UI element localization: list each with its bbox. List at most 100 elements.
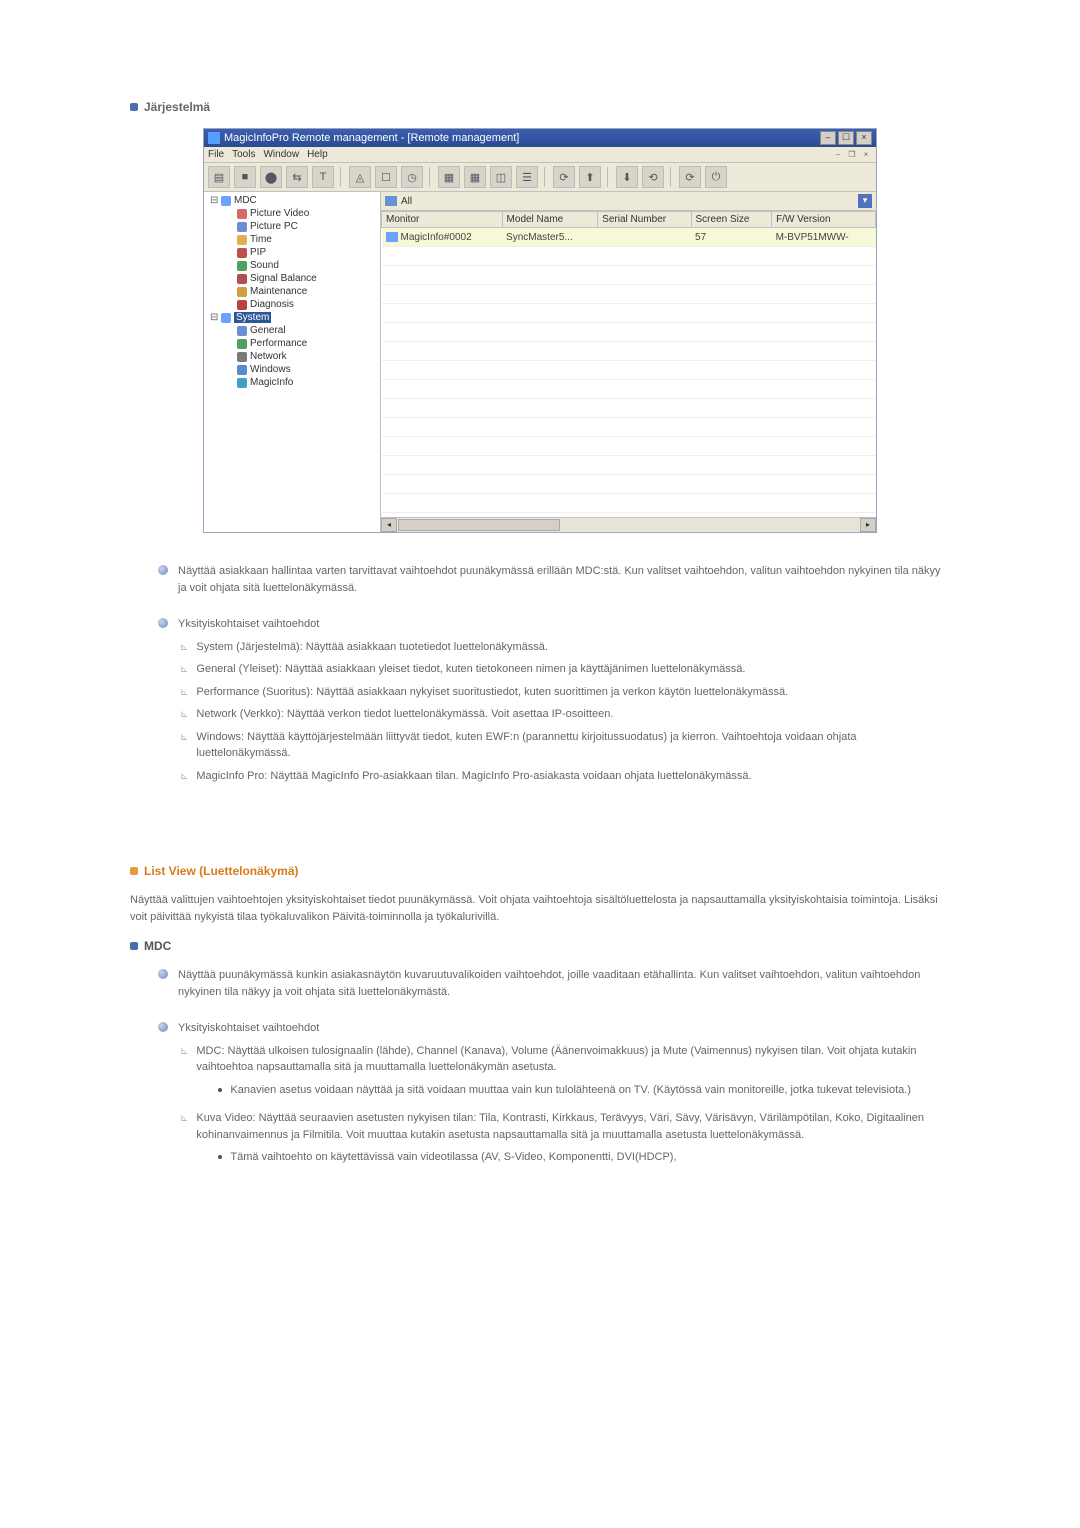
arrow-icon: ⊾ <box>180 769 188 784</box>
monitor-icon <box>221 196 231 206</box>
node-icon <box>237 287 247 297</box>
tab-dropdown-button[interactable]: ▾ <box>858 194 872 208</box>
toolbar-button[interactable]: ▦ <box>438 166 460 188</box>
toolbar-button[interactable]: ⇆ <box>286 166 308 188</box>
section-title: Järjestelmä <box>144 100 210 114</box>
column-header[interactable]: Serial Number <box>598 212 691 228</box>
tree-panel: ⊟ MDC Picture VideoPicture PCTimePIPSoun… <box>204 192 381 532</box>
menu-window[interactable]: Window <box>263 149 299 160</box>
detail-item: MagicInfo Pro: Näyttää MagicInfo Pro-asi… <box>196 768 751 785</box>
system-icon <box>221 313 231 323</box>
maximize-button[interactable]: ☐ <box>838 131 854 145</box>
detail-heading: Yksityiskohtaiset vaihtoehdot <box>178 616 319 633</box>
detail-item: General (Yleiset): Näyttää asiakkaan yle… <box>196 661 745 678</box>
mdc-detail-2: Kuva Video: Näyttää seuraavien asetusten… <box>196 1112 924 1141</box>
menu-file[interactable]: File <box>208 149 224 160</box>
table-row <box>382 361 876 380</box>
table-row <box>382 494 876 513</box>
monitor-icon <box>386 232 398 242</box>
mdc-paragraph: Näyttää puunäkymässä kunkin asiakasnäytö… <box>178 967 950 1000</box>
close-button[interactable]: × <box>856 131 872 145</box>
toolbar-button[interactable]: ⟳ <box>553 166 575 188</box>
table-row <box>382 323 876 342</box>
tree-item[interactable]: Diagnosis <box>224 298 380 311</box>
table-row <box>382 475 876 494</box>
table-row <box>382 304 876 323</box>
scroll-thumb[interactable] <box>398 519 560 531</box>
h-scrollbar[interactable]: ◂ ▸ <box>381 517 876 532</box>
window-title: MagicInfoPro Remote management - [Remote… <box>224 132 519 144</box>
toolbar-button[interactable]: ■ <box>234 166 256 188</box>
toolbar-button[interactable]: ◬ <box>349 166 371 188</box>
tree-item[interactable]: Windows <box>224 363 380 376</box>
arrow-icon: ⊾ <box>180 662 188 677</box>
node-icon <box>237 235 247 245</box>
mdc-detail-1-note: Kanavien asetus voidaan näyttää ja sitä … <box>230 1082 911 1099</box>
node-icon <box>237 300 247 310</box>
tree-item[interactable]: Signal Balance <box>224 272 380 285</box>
toolbar-button[interactable]: ☐ <box>375 166 397 188</box>
table-row <box>382 342 876 361</box>
menubar: File Tools Window Help – ❐ × <box>204 147 876 163</box>
node-icon <box>237 274 247 284</box>
toolbar-button[interactable]: ⬤ <box>260 166 282 188</box>
node-icon <box>237 248 247 258</box>
bullet-icon <box>158 969 168 979</box>
tree-item[interactable]: Picture PC <box>224 220 380 233</box>
tree-item[interactable]: General <box>224 324 380 337</box>
tree-item[interactable]: Maintenance <box>224 285 380 298</box>
column-header[interactable]: Screen Size <box>691 212 772 228</box>
doc-minimize[interactable]: – <box>832 150 844 160</box>
tree-item[interactable]: PIP <box>224 246 380 259</box>
toolbar-button[interactable]: ⟲ <box>642 166 664 188</box>
toolbar-button[interactable]: T <box>312 166 334 188</box>
tree-item[interactable]: Performance <box>224 337 380 350</box>
tree-root-mdc[interactable]: ⊟ MDC <box>208 194 380 207</box>
minimize-button[interactable]: – <box>820 131 836 145</box>
table-row <box>382 266 876 285</box>
toolbar-button[interactable]: ⟳ <box>679 166 701 188</box>
tree-item[interactable]: Time <box>224 233 380 246</box>
arrow-icon: ⊾ <box>180 1044 188 1059</box>
toolbar-button[interactable]: ⏻ <box>705 166 727 188</box>
table-row[interactable]: MagicInfo#0002SyncMaster5...57M-BVP51MWW… <box>382 228 876 247</box>
toolbar-button[interactable]: ☰ <box>516 166 538 188</box>
arrow-icon: ⊾ <box>180 640 188 655</box>
tree-item[interactable]: Sound <box>224 259 380 272</box>
tree-item[interactable]: Picture Video <box>224 207 380 220</box>
scroll-right-button[interactable]: ▸ <box>860 518 876 532</box>
toolbar-button[interactable]: ◷ <box>401 166 423 188</box>
doc-close[interactable]: × <box>860 150 872 160</box>
tree-item[interactable]: Network <box>224 350 380 363</box>
tree-item[interactable]: MagicInfo <box>224 376 380 389</box>
section-heading-listview: List View (Luettelonäkymä) <box>130 864 950 878</box>
arrow-icon: ⊾ <box>180 707 188 722</box>
listview-intro: Näyttää valittujen vaihtoehtojen yksityi… <box>130 892 950 925</box>
node-icon <box>237 209 247 219</box>
list-panel: All ▾ MonitorModel NameSerial NumberScre… <box>381 192 876 532</box>
bullet-icon <box>158 565 168 575</box>
toolbar-button[interactable]: ⬆ <box>579 166 601 188</box>
column-header[interactable]: Monitor <box>382 212 503 228</box>
menu-tools[interactable]: Tools <box>232 149 255 160</box>
column-header[interactable]: F/W Version <box>772 212 876 228</box>
detail-item: Network (Verkko): Näyttää verkon tiedot … <box>196 706 613 723</box>
grid: MonitorModel NameSerial NumberScreen Siz… <box>381 211 876 517</box>
toolbar-button[interactable]: ▤ <box>208 166 230 188</box>
detail-item: Windows: Näyttää käyttöjärjestelmään lii… <box>196 729 950 762</box>
node-icon <box>237 378 247 388</box>
node-icon <box>237 365 247 375</box>
dot-icon <box>218 1155 222 1159</box>
scroll-left-button[interactable]: ◂ <box>381 518 397 532</box>
toolbar-button[interactable]: ◫ <box>490 166 512 188</box>
tree-system-root[interactable]: ⊟ System <box>208 311 380 324</box>
column-header[interactable]: Model Name <box>502 212 598 228</box>
toolbar-button[interactable]: ▦ <box>464 166 486 188</box>
toolbar-button[interactable]: ⬇ <box>616 166 638 188</box>
mdc-detail-2-note: Tämä vaihtoehto on käytettävissä vain vi… <box>230 1149 676 1166</box>
table-row <box>382 285 876 304</box>
menu-help[interactable]: Help <box>307 149 328 160</box>
doc-restore[interactable]: ❐ <box>846 150 858 160</box>
tab-all[interactable]: All <box>385 196 412 207</box>
node-icon <box>237 326 247 336</box>
